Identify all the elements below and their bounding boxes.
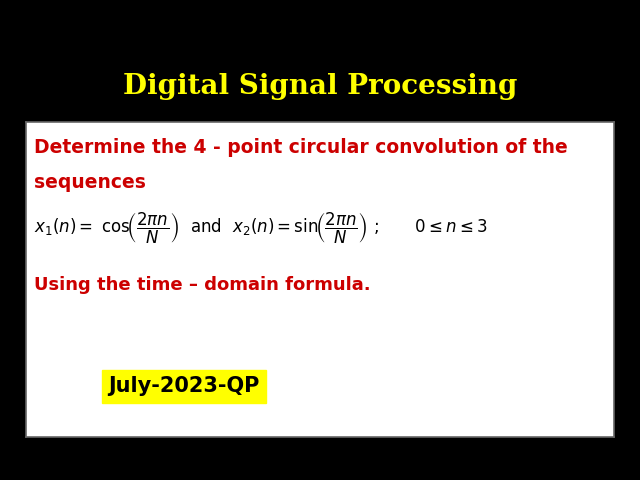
Text: Using the time – domain formula.: Using the time – domain formula. bbox=[35, 276, 371, 294]
Text: Determine the 4 - point circular convolution of the: Determine the 4 - point circular convolu… bbox=[35, 138, 568, 157]
Text: $x_1(n)=\ \mathrm{cos}\!\left(\dfrac{2\pi n}{N}\right)$$\ \ \mathrm{and}\ \ x_2(: $x_1(n)=\ \mathrm{cos}\!\left(\dfrac{2\p… bbox=[35, 210, 488, 246]
Text: sequences: sequences bbox=[35, 173, 147, 192]
Text: Digital Signal Processing: Digital Signal Processing bbox=[123, 73, 517, 100]
Text: July-2023-QP: July-2023-QP bbox=[108, 376, 259, 396]
